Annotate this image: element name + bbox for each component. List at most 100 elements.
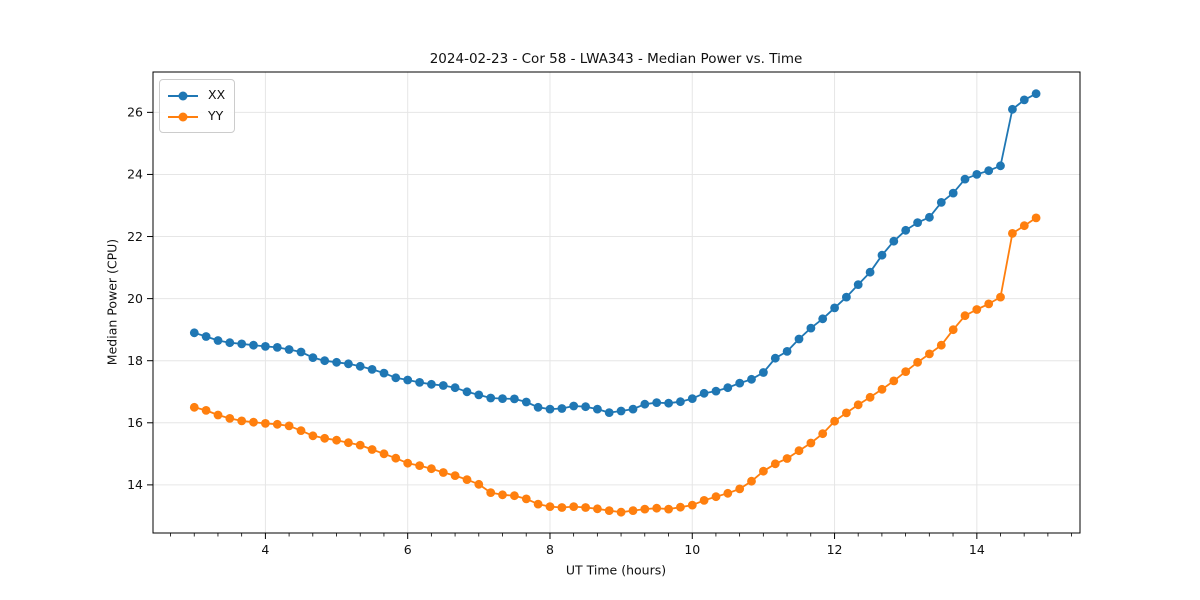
data-point-yy <box>320 433 330 443</box>
data-point-yy <box>711 492 721 502</box>
legend-dot-xx <box>178 91 188 100</box>
data-point-xx <box>438 381 448 390</box>
data-point-yy <box>770 459 780 469</box>
data-point-xx <box>593 404 602 414</box>
data-point-yy <box>818 429 828 439</box>
data-point-xx <box>415 378 424 387</box>
data-point-xx <box>498 394 507 403</box>
data-point-xx <box>486 393 496 403</box>
data-point-xx <box>842 292 851 302</box>
x-axis-label: UT Time (hours) <box>565 562 667 578</box>
data-point-xx <box>628 404 638 414</box>
data-point-xx <box>272 343 282 352</box>
data-point-yy <box>830 416 839 426</box>
data-point-yy <box>379 449 389 459</box>
data-point-yy <box>213 410 223 420</box>
legend-label-xx: XX <box>208 87 226 103</box>
data-point-yy <box>581 503 590 512</box>
data-point-yy <box>415 461 424 470</box>
data-point-yy <box>865 392 875 402</box>
data-point-yy <box>486 488 496 497</box>
data-point-yy <box>249 417 258 427</box>
data-point-xx <box>225 338 235 348</box>
data-point-yy <box>723 488 733 498</box>
data-point-yy <box>462 475 472 484</box>
data-point-xx <box>699 388 709 398</box>
data-point-xx <box>948 188 958 198</box>
data-point-xx <box>1008 104 1017 114</box>
data-point-yy <box>687 500 697 510</box>
data-point-xx <box>189 328 199 338</box>
data-point-yy <box>391 453 401 463</box>
data-point-yy <box>557 503 567 512</box>
data-point-yy <box>782 454 792 463</box>
data-point-yy <box>735 484 745 494</box>
data-point-xx <box>759 368 768 377</box>
legend-dot-yy <box>178 112 188 121</box>
data-point-xx <box>427 379 436 389</box>
data-point-xx <box>889 236 899 246</box>
data-point-xx <box>462 387 472 397</box>
data-point-yy <box>261 419 270 428</box>
y-tick-label: 20 <box>127 291 143 306</box>
data-point-xx <box>521 397 531 407</box>
data-point-xx <box>913 218 922 228</box>
data-point-yy <box>616 507 626 517</box>
data-point-xx <box>735 378 745 388</box>
data-point-yy <box>225 414 235 423</box>
data-point-yy <box>877 384 887 394</box>
x-tick-label: 10 <box>684 542 700 557</box>
data-point-yy <box>699 496 709 505</box>
data-point-yy <box>474 479 484 489</box>
data-point-yy <box>1031 213 1041 223</box>
chart-title: 2024-02-23 - Cor 58 - LWA343 - Median Po… <box>429 51 803 67</box>
data-point-xx <box>640 399 650 409</box>
data-point-yy <box>984 299 994 309</box>
data-point-xx <box>249 340 258 350</box>
data-point-xx <box>1031 89 1041 99</box>
data-point-xx <box>355 361 365 371</box>
data-point-xx <box>853 280 863 289</box>
legend-item-xx: XX <box>168 85 225 106</box>
series-line-yy <box>193 216 1037 514</box>
data-point-xx <box>403 375 413 385</box>
legend-label-yy: YY <box>208 108 224 124</box>
data-point-xx <box>450 383 460 393</box>
data-point-yy <box>367 445 377 454</box>
data-point-xx <box>213 336 223 345</box>
data-point-yy <box>272 419 282 429</box>
series-line-xx <box>193 92 1037 414</box>
legend: XX YY <box>159 79 236 133</box>
data-point-xx <box>569 401 579 411</box>
data-point-yy <box>1019 221 1029 231</box>
data-point-xx <box>296 347 306 357</box>
data-point-xx <box>652 398 662 407</box>
data-point-yy <box>652 503 662 513</box>
y-axis-label: Median Power (CPU) <box>104 238 120 366</box>
data-point-yy <box>521 494 531 504</box>
data-point-xx <box>960 174 970 184</box>
data-point-xx <box>664 398 673 408</box>
data-point-yy <box>450 471 460 480</box>
y-tick-label: 16 <box>127 415 143 430</box>
data-point-xx <box>830 303 839 313</box>
data-point-yy <box>640 504 650 514</box>
data-point-xx <box>676 397 685 407</box>
data-point-xx <box>687 394 697 403</box>
data-point-yy <box>948 325 958 335</box>
data-point-xx <box>557 404 567 413</box>
y-tick-label: 24 <box>127 167 143 182</box>
data-point-xx <box>332 357 341 367</box>
x-tick-label: 6 <box>404 542 412 557</box>
y-tick-label: 14 <box>127 477 143 492</box>
data-point-xx <box>877 250 887 260</box>
data-point-yy <box>438 468 448 477</box>
legend-line-marker-xx <box>168 91 198 101</box>
data-point-xx <box>782 347 792 356</box>
data-point-yy <box>1008 229 1017 238</box>
data-point-yy <box>403 458 413 468</box>
data-point-xx <box>901 225 911 235</box>
data-point-xx <box>604 408 614 417</box>
data-point-yy <box>936 340 946 350</box>
